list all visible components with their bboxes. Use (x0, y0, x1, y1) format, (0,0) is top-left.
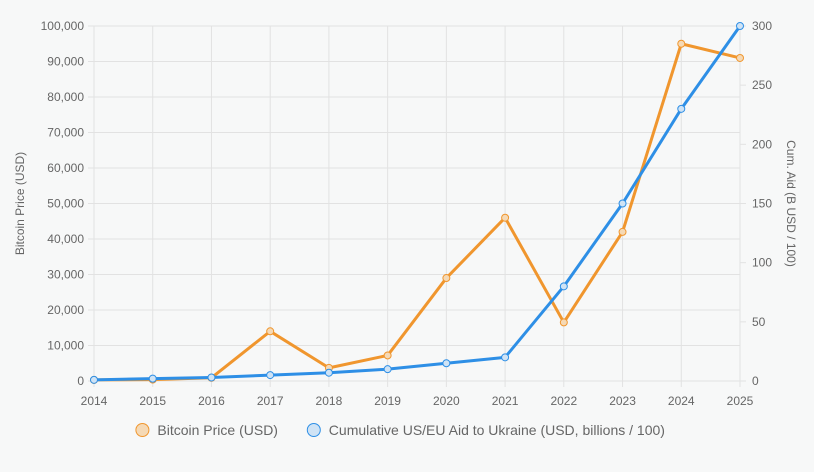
y-right-tick-label: 250 (752, 78, 772, 92)
y-left-tick-label: 40,000 (47, 232, 84, 246)
series-line-2 (92, 24, 742, 382)
y-left-tick-label: 20,000 (47, 303, 84, 317)
series-1-point (383, 351, 392, 360)
x-tick-label: 2021 (492, 394, 519, 408)
y-right-tick-label: 0 (752, 374, 759, 388)
series-2-point (90, 375, 98, 384)
series-2-point (207, 373, 216, 382)
y-left-tick-label: 10,000 (47, 339, 84, 353)
y-right-tick-label: 200 (752, 137, 772, 151)
series-2-point (736, 22, 744, 30)
series-1-point (501, 213, 510, 222)
series-1-point (736, 53, 744, 62)
x-tick-label: 2015 (139, 394, 166, 408)
y-left-tick-label: 100,000 (41, 19, 85, 33)
series-1-point (559, 318, 568, 327)
y-left-tick-label: 60,000 (47, 161, 84, 175)
series-2-point (559, 282, 568, 291)
legend-swatch-1 (135, 423, 150, 437)
x-tick-label: 2025 (727, 394, 754, 408)
y-right-tick-label: 100 (752, 256, 772, 270)
y-right-axis-title: Cum. Aid (B USD / 100) (784, 140, 798, 267)
y-right-tick-label: 50 (752, 315, 766, 329)
series-2-point (501, 353, 510, 362)
x-tick-label: 2014 (81, 394, 108, 408)
series-2-point (324, 368, 333, 377)
series-1-point (442, 274, 451, 283)
x-tick-label: 2020 (433, 394, 460, 408)
series-2-point (266, 371, 275, 380)
y-left-tick-label: 30,000 (47, 268, 84, 282)
y-left-tick-label: 0 (77, 374, 84, 388)
x-tick-label: 2022 (550, 394, 577, 408)
series-1-point (618, 227, 627, 236)
x-tick-label: 2024 (668, 394, 695, 408)
series-1-point (266, 327, 275, 336)
legend-label-2: Cumulative US/EU Aid to Ukraine (USD, bi… (329, 422, 665, 438)
series-2-point (383, 365, 392, 374)
y-left-tick-label: 70,000 (47, 126, 84, 140)
y-left-tick-label: 80,000 (47, 90, 84, 104)
x-tick-label: 2023 (609, 394, 636, 408)
x-tick-label: 2018 (316, 394, 343, 408)
legend-label-1: Bitcoin Price (USD) (157, 422, 278, 438)
x-tick-label: 2017 (257, 394, 284, 408)
y-left-tick-label: 90,000 (47, 55, 84, 69)
series-2-point (677, 104, 686, 113)
legend-swatch-2 (306, 423, 321, 437)
series-2-point (618, 199, 627, 208)
y-left-tick-label: 50,000 (47, 197, 84, 211)
y-right-tick-label: 300 (752, 19, 772, 33)
series-1-point (677, 39, 686, 48)
series-line-1 (92, 42, 742, 382)
x-tick-label: 2019 (374, 394, 401, 408)
series-2-point (442, 359, 451, 368)
x-tick-label: 2016 (198, 394, 225, 408)
y-left-axis-title: Bitcoin Price (USD) (13, 152, 27, 255)
y-right-tick-label: 150 (752, 197, 772, 211)
series-2-point (148, 374, 157, 383)
